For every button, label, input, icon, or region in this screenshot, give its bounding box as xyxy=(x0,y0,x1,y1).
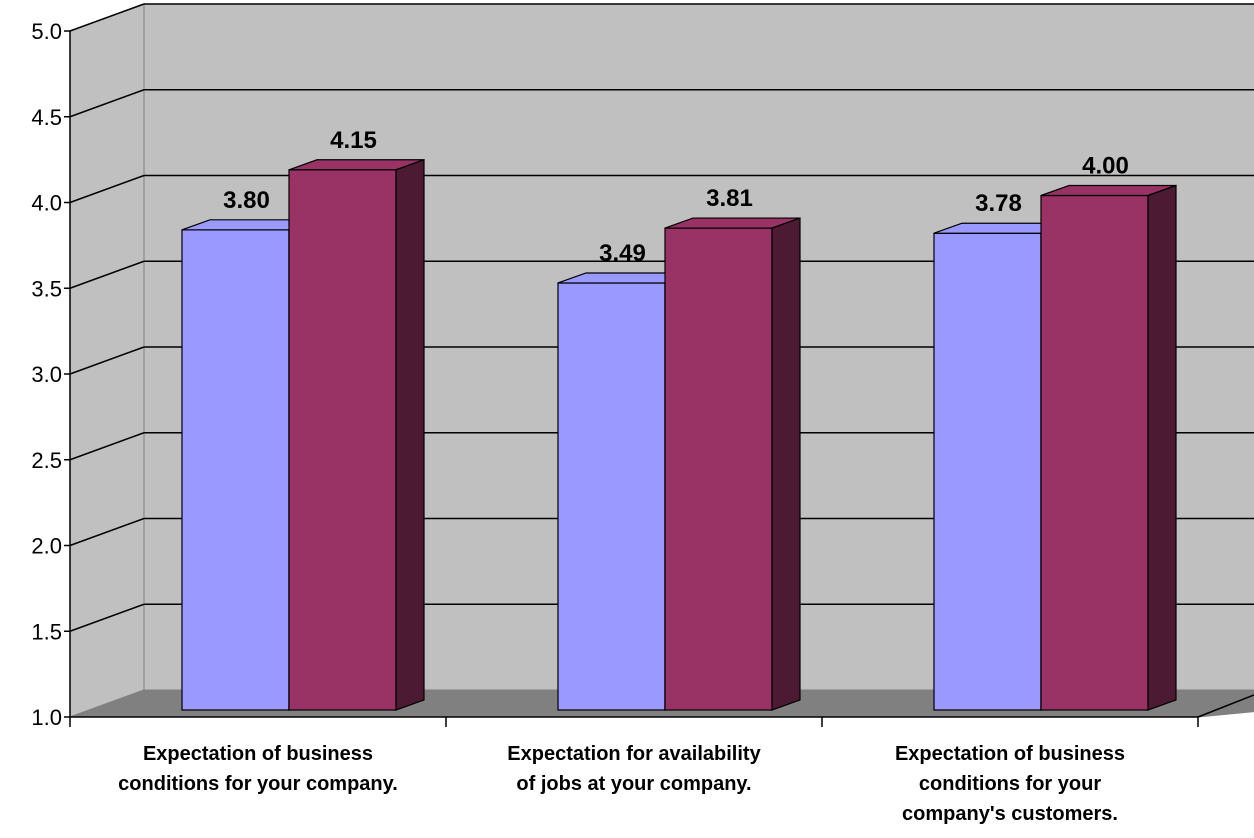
gridline-side xyxy=(69,174,145,204)
gridline-side xyxy=(69,3,145,32)
y-tick-label: 2.5 xyxy=(31,448,62,473)
bar xyxy=(1040,194,1149,711)
data-label: 3.81 xyxy=(706,185,753,212)
y-tick-label: 3.0 xyxy=(31,362,62,387)
bars xyxy=(181,158,1177,711)
axes: 1.0 1.5 2.0 2.5 3.0 3.5 4.0 4.5 5.0 xyxy=(31,19,1254,730)
x-tick-label: conditions for your xyxy=(919,773,1101,795)
bar-side xyxy=(1147,184,1177,711)
data-label: 4.00 xyxy=(1082,153,1129,180)
x-tick-label: company's customers. xyxy=(902,803,1118,825)
data-label: 3.78 xyxy=(975,190,1022,217)
gridline-side xyxy=(69,432,145,461)
y-tick-label: 2.0 xyxy=(31,534,62,559)
bar xyxy=(664,227,773,711)
y-tick-label: 1.5 xyxy=(31,619,62,644)
bar xyxy=(557,282,666,711)
data-label: 4.15 xyxy=(330,127,377,154)
x-tick-label: Expectation for availability xyxy=(507,743,761,765)
y-tick-label: 3.5 xyxy=(31,276,62,301)
bar-side xyxy=(771,217,801,711)
bar xyxy=(933,232,1042,711)
data-label: 3.49 xyxy=(599,240,646,267)
gridline-side xyxy=(69,89,145,118)
bar-side xyxy=(395,158,425,711)
gridline-side xyxy=(69,603,145,632)
y-tick-label: 1.0 xyxy=(31,705,62,730)
x-tick-label: of jobs at your company. xyxy=(516,773,751,795)
y-tick-label: 4.0 xyxy=(31,191,62,216)
bar xyxy=(288,169,397,711)
y-tick-label: 5.0 xyxy=(31,19,62,44)
x-tick-label: conditions for your company. xyxy=(118,773,398,795)
labels: 3.80 4.15 Expectation of business condition… xyxy=(118,127,1129,825)
x-tick-label: Expectation of business xyxy=(895,743,1125,765)
gridline-side xyxy=(69,517,145,547)
x-tick-label: Expectation of business xyxy=(143,743,373,765)
gridline-side xyxy=(69,260,145,289)
data-label: 3.80 xyxy=(223,187,270,214)
bar xyxy=(181,229,290,711)
y-tick-label: 4.5 xyxy=(31,105,62,130)
x-axis-depth-line xyxy=(1197,694,1254,718)
gridline-side xyxy=(69,346,145,375)
